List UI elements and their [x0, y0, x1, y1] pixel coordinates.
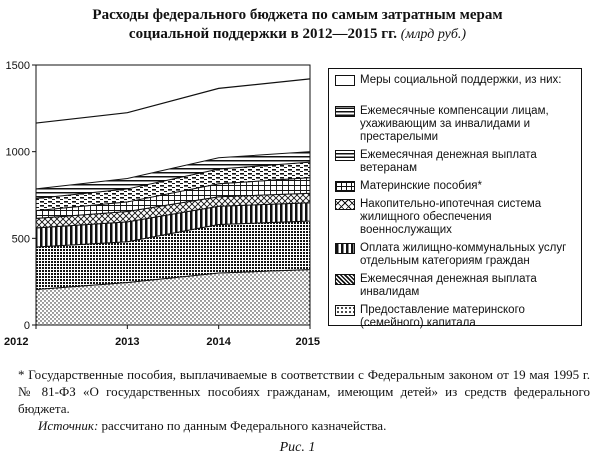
- x-tick-label-1: 2012: [4, 336, 28, 348]
- plot-frame: [35, 64, 311, 326]
- legend-label: Меры социальной поддержки, из них:: [360, 74, 562, 86]
- area-chart: 0 500 1000 1500 2012 2013 2014 2015: [4, 60, 320, 348]
- legend-label: Оплата жилищно-коммунальных услуг отдель…: [360, 242, 567, 267]
- y-tick-label-3: 1000: [6, 147, 30, 159]
- legend-swatch: [335, 305, 355, 316]
- source-text: рассчитано по данным Федерального казнач…: [98, 418, 387, 433]
- x-tick-label-2: 2013: [115, 336, 139, 348]
- legend-swatch: [335, 150, 355, 161]
- x-tick-label-3: 2014: [206, 336, 231, 348]
- title-line-1: Расходы федерального бюджета по самым за…: [92, 7, 503, 23]
- legend-swatch: [335, 75, 355, 86]
- title-line-2-text: социальной поддержки в 2012—2015 гг.: [128, 26, 397, 42]
- legend-label: Ежемесячная денежная выплата ветеранам: [360, 149, 537, 174]
- total-line: [35, 78, 311, 124]
- figure-caption: Рис. 1: [279, 440, 316, 455]
- y-tick-label-1: 0: [24, 320, 30, 332]
- source-note: Источник: рассчитано по данным Федеральн…: [38, 418, 386, 434]
- plot-area: 0 500 1000 1500 2012 2013 2014 2015: [4, 60, 320, 348]
- legend-label: Предоставление материнского (семейного) …: [360, 304, 525, 329]
- footnote: * Государственные пособия, выплачиваемые…: [18, 367, 590, 416]
- legend-label: Материнские пособия*: [360, 180, 482, 192]
- y-tick-label-2: 500: [12, 233, 30, 245]
- x-tick-label-4: 2015: [296, 336, 320, 348]
- legend-label: Ежемесячная денежная выплата инвалидам: [360, 273, 537, 298]
- legend-swatch: [335, 199, 355, 210]
- source-label: Источник:: [38, 418, 99, 433]
- legend-label: Ежемесячные компенсации лицам, ухаживающ…: [360, 105, 549, 143]
- title-line-2: социальной поддержки в 2012—2015 гг. (мл…: [0, 25, 595, 44]
- legend-swatch: [335, 243, 355, 254]
- legend-swatch: [335, 274, 355, 285]
- legend-label: Накопительно-ипотечная система жилищного…: [360, 198, 542, 236]
- legend-swatch: [335, 106, 355, 117]
- chart-legend: Меры социальной поддержки, из них: Ежемес…: [328, 68, 582, 329]
- title-unit: (млрд руб.): [400, 27, 467, 42]
- legend-swatch: [335, 181, 355, 192]
- chart-title: Расходы федерального бюджета по самым за…: [0, 6, 595, 44]
- y-tick-label-4: 1500: [6, 60, 30, 72]
